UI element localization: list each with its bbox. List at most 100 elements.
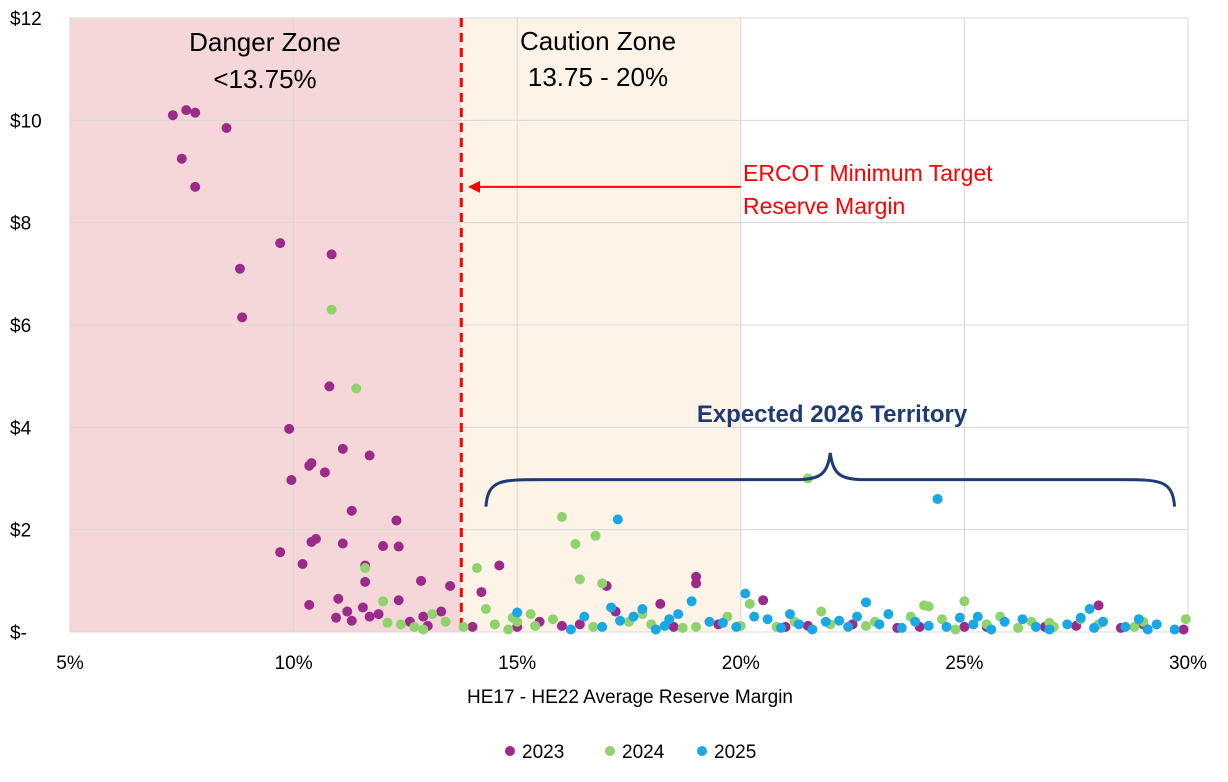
point-2023 (364, 611, 375, 622)
point-2025 (896, 622, 907, 633)
point-2025 (793, 619, 804, 630)
point-2023 (364, 450, 375, 461)
point-2025 (1120, 621, 1131, 632)
point-2023 (237, 312, 248, 323)
point-2023 (758, 595, 769, 606)
point-2025 (749, 611, 760, 622)
point-2024 (677, 622, 688, 633)
point-2024 (395, 619, 406, 630)
point-2023 (476, 587, 487, 598)
caution-zone-range: 13.75 - 20% (528, 62, 668, 92)
point-2024 (919, 600, 930, 611)
point-2025 (784, 609, 795, 620)
point-2023 (234, 263, 245, 274)
point-2024 (590, 530, 601, 541)
point-2023 (306, 536, 317, 547)
x-tick-label: 5% (56, 653, 84, 674)
point-2023 (393, 541, 404, 552)
point-2023 (176, 153, 187, 164)
point-2023 (190, 181, 201, 192)
point-2025 (807, 624, 818, 635)
point-2025 (861, 597, 872, 608)
annotation-layer (468, 180, 1177, 507)
point-2025 (512, 607, 523, 618)
point-2024 (1129, 621, 1140, 632)
point-2023 (360, 576, 371, 587)
point-2025 (883, 609, 894, 620)
point-2024 (440, 616, 451, 627)
point-2024 (937, 614, 948, 625)
x-tick-label: 25% (945, 653, 983, 674)
y-tick-label: $4 (10, 418, 32, 439)
point-2024 (574, 574, 585, 585)
point-2023 (691, 578, 702, 589)
point-2024 (326, 304, 337, 315)
point-2024 (597, 578, 608, 589)
point-2025 (1062, 619, 1073, 630)
point-2024 (409, 621, 420, 632)
point-2025 (986, 624, 997, 635)
point-2025 (1133, 614, 1144, 625)
point-2024 (351, 383, 362, 394)
x-tick-label: 20% (722, 653, 760, 674)
x-tick-label: 15% (498, 653, 536, 674)
point-2025 (874, 619, 885, 630)
point-2025 (731, 621, 742, 632)
point-2023 (391, 515, 402, 526)
legend-label-2024: 2024 (622, 742, 665, 763)
point-2025 (628, 611, 639, 622)
legend-label-2025: 2025 (714, 742, 756, 763)
danger-zone-title: Danger Zone (189, 27, 341, 57)
legend-label-2023: 2023 (522, 742, 564, 763)
point-2025 (1169, 624, 1180, 635)
y-tick-label: $6 (10, 316, 31, 337)
point-2023 (342, 606, 353, 617)
point-2023 (337, 538, 348, 549)
point-2023 (574, 619, 585, 630)
point-2023 (297, 558, 308, 569)
point-2025 (615, 615, 626, 626)
point-2024 (950, 624, 961, 635)
point-2025 (1017, 614, 1028, 625)
target-arrowhead-icon (468, 180, 481, 193)
point-2025 (686, 596, 697, 607)
y-tick-label: $- (10, 623, 27, 644)
point-2025 (999, 616, 1010, 627)
y-tick-label: $2 (10, 521, 31, 542)
point-2025 (717, 617, 728, 628)
point-2025 (923, 620, 934, 631)
point-2025 (1098, 616, 1109, 627)
point-2025 (954, 612, 965, 623)
point-2024 (427, 609, 438, 620)
point-2025 (843, 621, 854, 632)
point-2025 (972, 611, 983, 622)
point-2025 (612, 514, 623, 525)
point-2025 (1075, 612, 1086, 623)
x-axis-title: HE17 - HE22 Average Reserve Margin (467, 687, 793, 708)
point-2025 (740, 588, 751, 599)
point-2025 (1044, 624, 1055, 635)
point-2023 (1093, 600, 1104, 611)
point-2023 (337, 443, 348, 454)
point-2024 (458, 621, 469, 632)
point-2023 (221, 123, 232, 134)
point-2025 (941, 621, 952, 632)
point-2025 (1142, 624, 1153, 635)
point-2024 (378, 596, 389, 607)
point-2025 (597, 621, 608, 632)
point-2025 (968, 619, 979, 630)
point-2025 (659, 620, 670, 631)
point-2024 (588, 621, 599, 632)
point-2025 (1151, 619, 1162, 630)
point-2025 (606, 602, 617, 613)
point-2024 (360, 563, 371, 574)
point-2025 (637, 603, 648, 614)
point-2024 (556, 511, 567, 522)
point-2023 (275, 238, 286, 249)
point-2023 (556, 620, 567, 631)
point-2024 (525, 609, 536, 620)
danger-zone-threshold: <13.75% (213, 64, 316, 94)
point-2024 (744, 598, 755, 609)
legend: 2023 2024 2025 (505, 742, 756, 763)
